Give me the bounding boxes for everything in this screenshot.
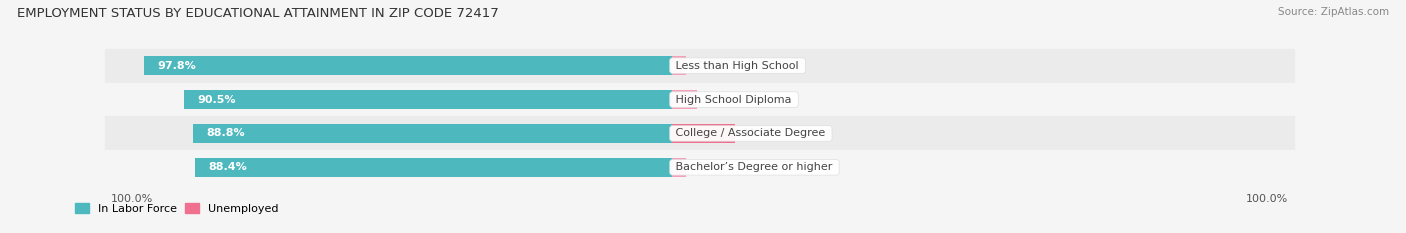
Text: Less than High School: Less than High School [672,61,803,71]
Bar [672,56,686,75]
Text: Bachelor’s Degree or higher: Bachelor’s Degree or higher [672,162,837,172]
Bar [105,83,1294,116]
Text: 11.6%: 11.6% [744,128,779,138]
Bar [193,124,672,143]
Bar [145,56,672,75]
Bar [672,124,735,143]
Bar [672,158,686,177]
Legend: In Labor Force, Unemployed: In Labor Force, Unemployed [70,199,283,218]
Text: EMPLOYMENT STATUS BY EDUCATIONAL ATTAINMENT IN ZIP CODE 72417: EMPLOYMENT STATUS BY EDUCATIONAL ATTAINM… [17,7,499,20]
Text: 100.0%: 100.0% [111,195,153,204]
Text: 97.8%: 97.8% [157,61,197,71]
Text: 100.0%: 100.0% [1246,195,1288,204]
Bar [105,116,1294,150]
Text: 88.4%: 88.4% [208,162,247,172]
Text: 90.5%: 90.5% [197,95,236,105]
Bar [672,90,697,109]
Bar [184,90,672,109]
Bar [105,49,1294,83]
Bar [105,150,1294,184]
Text: 88.8%: 88.8% [207,128,245,138]
Text: 0.0%: 0.0% [697,162,725,172]
Text: Source: ZipAtlas.com: Source: ZipAtlas.com [1278,7,1389,17]
Text: High School Diploma: High School Diploma [672,95,796,105]
Text: College / Associate Degree: College / Associate Degree [672,128,830,138]
Text: 0.0%: 0.0% [697,61,725,71]
Bar [195,158,672,177]
Text: 4.5%: 4.5% [704,95,734,105]
